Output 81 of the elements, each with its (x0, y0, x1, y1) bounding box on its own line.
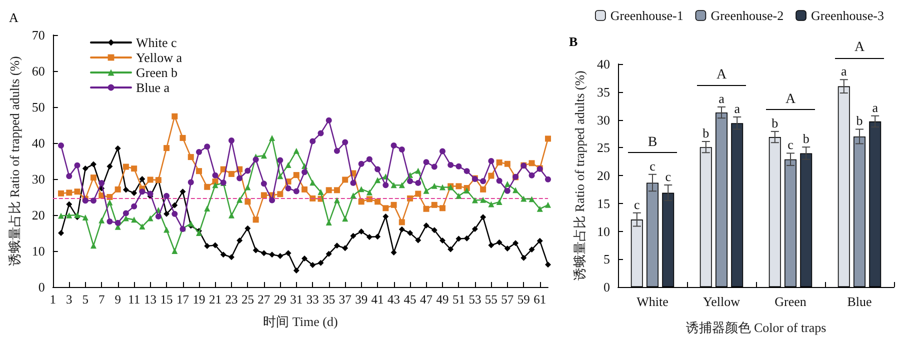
data-label: b (802, 131, 810, 146)
y-tick-label: 20 (32, 208, 45, 222)
x-tick-label: 15 (160, 292, 173, 306)
data-label: c (634, 196, 640, 212)
legend-label: Greenhouse-2 (710, 8, 784, 23)
x-tick-label: 5 (82, 292, 88, 306)
x-tick-label: 19 (192, 292, 206, 306)
x-tick-label: 41 (371, 292, 384, 306)
annotation: B (648, 134, 658, 150)
x-tick-label: 47 (420, 292, 433, 306)
legend-label: Greenhouse-3 (811, 8, 884, 23)
y-axis-title: 诱蛾量占比 Ratio of trapped adults (%) (572, 70, 587, 280)
y-tick-label: 50 (32, 100, 45, 114)
x-tick-label: 27 (258, 292, 270, 306)
chart-title: A (9, 10, 19, 25)
data-label: c (788, 137, 794, 152)
legend-label: Green b (136, 65, 178, 80)
x-tick-label: 33 (306, 292, 319, 306)
x-tick-label: 55 (484, 292, 498, 306)
y-tick-label: 15 (597, 196, 610, 211)
data-label: a (872, 100, 878, 115)
annotation: A (785, 92, 796, 107)
y-tick-label: 25 (597, 140, 610, 156)
x-tick-label: 37 (338, 292, 352, 306)
x-tick-label: 49 (436, 292, 449, 306)
x-tick-label: 11 (128, 292, 140, 306)
data-label: c (650, 158, 656, 174)
x-tick-label: 31 (290, 292, 303, 306)
y-tick-label: 10 (32, 244, 45, 258)
y-tick-label: 10 (597, 224, 610, 239)
chart-title: B (569, 34, 578, 49)
x-axis-title: 诱捕器颜色 Color of traps (686, 320, 826, 335)
data-label: c (665, 168, 672, 184)
x-tick-label: Blue (847, 294, 872, 309)
x-tick-label: 59 (517, 292, 530, 306)
x-tick-label: 43 (388, 292, 400, 306)
x-tick-label: 13 (144, 292, 157, 306)
y-tick-label: 30 (32, 172, 45, 186)
x-tick-label: 57 (501, 292, 514, 306)
x-tick-label: 35 (322, 292, 336, 306)
annotation: A (716, 67, 728, 82)
data-label: b (702, 125, 710, 140)
x-tick-label: Yellow (703, 294, 741, 309)
x-tick-label: 17 (176, 292, 190, 306)
x-tick-label: Green (774, 294, 807, 309)
x-tick-label: 23 (225, 292, 238, 306)
x-tick-label: 45 (404, 292, 416, 306)
y-axis-title: 诱蛾量占比 Ratio of trapped adults (%) (7, 56, 22, 266)
legend-label: Yellow a (136, 50, 182, 65)
y-tick-label: 70 (32, 28, 45, 42)
y-tick-label: 60 (32, 64, 45, 78)
y-tick-label: 40 (32, 136, 45, 150)
text: A (854, 40, 866, 56)
data-label: a (734, 100, 740, 116)
legend-label: White c (136, 35, 178, 50)
y-tick-label: 20 (597, 168, 610, 183)
x-tick-label: 3 (66, 292, 72, 306)
x-tick-label: 1 (50, 292, 56, 306)
legend-label: Blue a (136, 80, 170, 95)
y-tick-label: 35 (597, 84, 610, 100)
data-label: b (856, 113, 863, 128)
x-tick-label: 53 (468, 292, 482, 306)
y-tick-label: 5 (604, 252, 610, 267)
y-tick-label: 30 (597, 112, 610, 128)
legend-label: Greenhouse-1 (610, 8, 684, 23)
x-tick-label: 7 (98, 292, 105, 306)
x-tick-label: 51 (452, 292, 465, 306)
y-tick-label: 0 (38, 280, 45, 294)
x-tick-label: White (636, 294, 669, 309)
data-label: a (718, 90, 725, 106)
x-tick-label: 29 (274, 292, 286, 306)
x-axis-title: 时间 Time (d) (263, 314, 338, 329)
y-tick-label: 0 (604, 280, 610, 294)
x-tick-label: 61 (534, 292, 546, 306)
x-tick-label: 9 (114, 292, 121, 306)
y-tick-label: 40 (597, 56, 610, 72)
data-label: b (772, 115, 778, 130)
x-tick-label: 25 (241, 292, 254, 306)
x-tick-label: 39 (355, 292, 368, 306)
data-label: a (841, 64, 848, 79)
x-tick-label: 21 (208, 292, 222, 306)
